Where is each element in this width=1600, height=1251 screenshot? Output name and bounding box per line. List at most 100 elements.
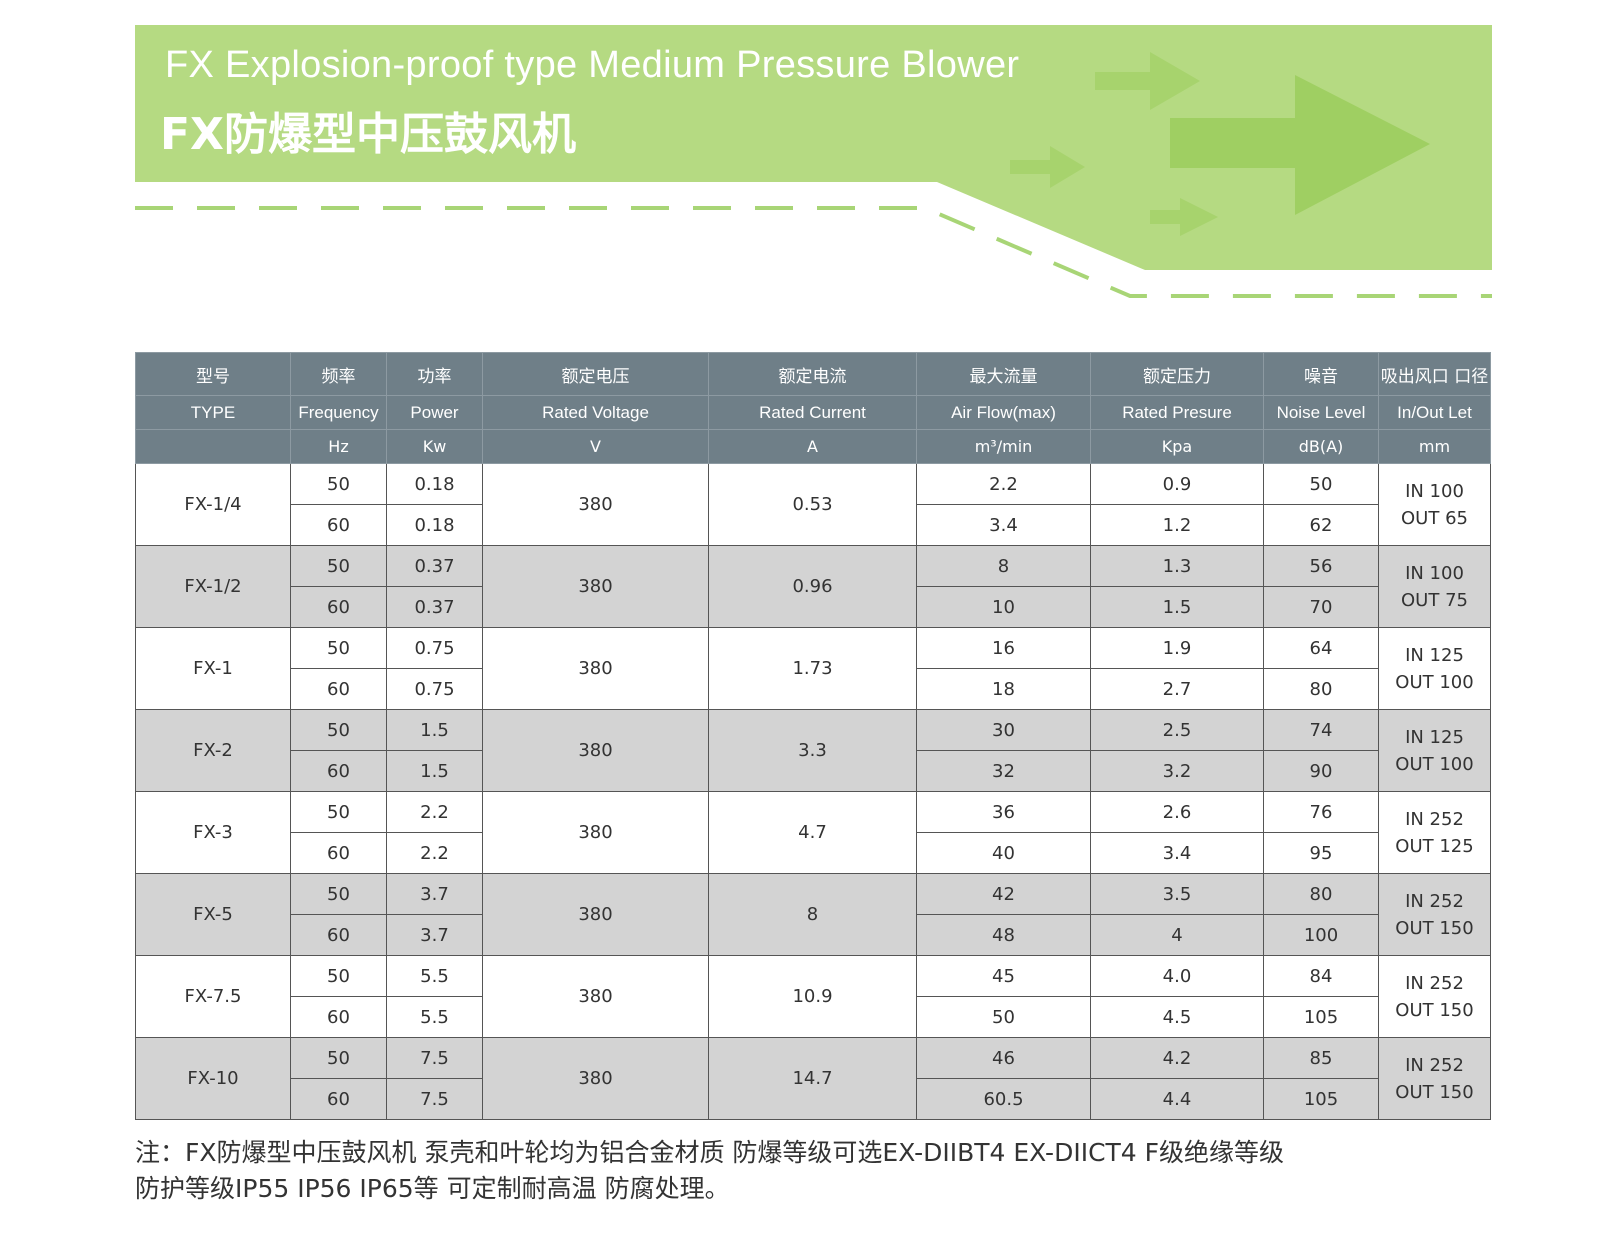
header-en-type: TYPE <box>135 395 291 430</box>
current-cell: 10.9 <box>708 955 917 1038</box>
unit-airflow: m³/min <box>916 429 1091 464</box>
noise-cell: 84 <box>1263 955 1379 997</box>
header-en-noise: Noise Level <box>1263 395 1379 430</box>
header-en-pressure: Rated Presure <box>1090 395 1264 430</box>
model-type-cell: FX-1 <box>135 627 291 710</box>
footnote-line-1: 注：FX防爆型中压鼓风机 泵壳和叶轮均为铝合金材质 防爆等级可选EX-DIIBT… <box>135 1138 1285 1167</box>
power-cell: 7.5 <box>386 1037 483 1079</box>
power-cell: 2.2 <box>386 832 483 874</box>
header-en-power: Power <box>386 395 483 430</box>
airflow-cell: 18 <box>916 668 1091 710</box>
arrow-icon-bottom <box>1150 198 1218 236</box>
pressure-cell: 3.4 <box>1090 832 1264 874</box>
noise-cell: 80 <box>1263 668 1379 710</box>
inlet-size: IN 252 <box>1405 972 1464 994</box>
inout-cell: IN 252 OUT 150 <box>1378 873 1491 956</box>
noise-cell: 100 <box>1263 914 1379 956</box>
airflow-cell: 50 <box>916 996 1091 1038</box>
outlet-size: OUT 125 <box>1395 835 1474 857</box>
power-cell: 0.18 <box>386 463 483 505</box>
voltage-cell: 380 <box>482 955 709 1038</box>
header-cn-voltage: 额定电压 <box>482 352 709 396</box>
header-en-airflow: Air Flow(max) <box>916 395 1091 430</box>
pressure-cell: 1.2 <box>1090 504 1264 546</box>
banner-graphic <box>135 25 1492 298</box>
unit-pressure: Kpa <box>1090 429 1264 464</box>
voltage-cell: 380 <box>482 545 709 628</box>
unit-frequency: Hz <box>290 429 387 464</box>
power-cell: 1.5 <box>386 750 483 792</box>
model-type-cell: FX-3 <box>135 791 291 874</box>
voltage-cell: 380 <box>482 1037 709 1120</box>
airflow-cell: 45 <box>916 955 1091 997</box>
header-cn-power: 功率 <box>386 352 483 396</box>
inlet-size: IN 100 <box>1405 562 1464 584</box>
unit-inout: mm <box>1378 429 1491 464</box>
airflow-cell: 2.2 <box>916 463 1091 505</box>
header-cn-current: 额定电流 <box>708 352 917 396</box>
outlet-size: OUT 150 <box>1395 1081 1474 1103</box>
current-cell: 14.7 <box>708 1037 917 1120</box>
noise-cell: 76 <box>1263 791 1379 833</box>
frequency-cell: 60 <box>290 504 387 546</box>
airflow-cell: 46 <box>916 1037 1091 1079</box>
arrow-icon-middle <box>1010 146 1085 188</box>
outlet-size: OUT 65 <box>1401 507 1468 529</box>
noise-cell: 105 <box>1263 1078 1379 1120</box>
title-english: FX Explosion-proof type Medium Pressure … <box>165 44 1020 86</box>
header-row-units: Hz Kw V A m³/min Kpa dB(A) mm <box>135 429 1491 464</box>
outlet-size: OUT 150 <box>1395 999 1474 1021</box>
header-row-english: TYPE Frequency Power Rated Voltage Rated… <box>135 395 1491 430</box>
frequency-cell: 50 <box>290 709 387 751</box>
outlet-size: OUT 100 <box>1395 671 1474 693</box>
table-row: FX-1 50 0.75 380 1.73 16 1.9 64 IN 125 OUT 100 <box>135 627 1491 710</box>
frequency-cell: 50 <box>290 955 387 997</box>
pressure-cell: 2.5 <box>1090 709 1264 751</box>
inout-cell: IN 100 OUT 75 <box>1378 545 1491 628</box>
table-row: 60 0.18 3.4 1.2 62 <box>136 504 1491 546</box>
inlet-size: IN 252 <box>1405 808 1464 830</box>
inout-cell: IN 252 OUT 125 <box>1378 791 1491 874</box>
power-cell: 5.5 <box>386 996 483 1038</box>
model-type-cell: FX-7.5 <box>135 955 291 1038</box>
frequency-cell: 50 <box>290 791 387 833</box>
header-row-chinese: 型号 频率 功率 额定电压 额定电流 最大流量 额定压力 噪音 吸出风口 口径 <box>135 352 1491 396</box>
voltage-cell: 380 <box>482 463 709 546</box>
power-cell: 2.2 <box>386 791 483 833</box>
outlet-size: OUT 100 <box>1395 753 1474 775</box>
airflow-cell: 40 <box>916 832 1091 874</box>
table-row: FX-1/2 50 0.37 380 0.96 8 1.3 56 IN 100 OUT 75 <box>135 545 1491 628</box>
footnote: 注：FX防爆型中压鼓风机 泵壳和叶轮均为铝合金材质 防爆等级可选EX-DIIBT… <box>135 1135 1575 1207</box>
power-cell: 0.37 <box>386 586 483 628</box>
table-row: 60 0.75 18 2.7 80 <box>136 668 1491 710</box>
unit-power: Kw <box>386 429 483 464</box>
power-cell: 7.5 <box>386 1078 483 1120</box>
table-body: FX-1/4 50 0.18 380 0.53 2.2 0.9 50 IN 100 OUT 65 6… <box>135 463 1491 1120</box>
power-cell: 3.7 <box>386 914 483 956</box>
header-banner: FX Explosion-proof type Medium Pressure … <box>0 0 1600 310</box>
table-row: FX-1/4 50 0.18 380 0.53 2.2 0.9 50 IN 100 OUT 65 <box>135 463 1491 546</box>
frequency-cell: 50 <box>290 1037 387 1079</box>
header-en-inout: In/Out Let <box>1378 395 1491 430</box>
model-type-cell: FX-2 <box>135 709 291 792</box>
table-row: FX-2 50 1.5 380 3.3 30 2.5 74 IN 125 OUT 100 <box>135 709 1491 792</box>
airflow-cell: 60.5 <box>916 1078 1091 1120</box>
frequency-cell: 50 <box>290 545 387 587</box>
table-row: 60 2.2 40 3.4 95 <box>136 832 1491 874</box>
spec-table: 型号 频率 功率 额定电压 额定电流 最大流量 额定压力 噪音 吸出风口 口径 … <box>135 352 1491 1120</box>
power-cell: 3.7 <box>386 873 483 915</box>
table-row: FX-3 50 2.2 380 4.7 36 2.6 76 IN 252 OUT 125 <box>135 791 1491 874</box>
inlet-size: IN 125 <box>1405 644 1464 666</box>
inlet-size: IN 125 <box>1405 726 1464 748</box>
pressure-cell: 4.5 <box>1090 996 1264 1038</box>
unit-voltage: V <box>482 429 709 464</box>
noise-cell: 90 <box>1263 750 1379 792</box>
inout-cell: IN 125 OUT 100 <box>1378 709 1491 792</box>
model-type-cell: FX-1/2 <box>135 545 291 628</box>
current-cell: 4.7 <box>708 791 917 874</box>
pressure-cell: 1.3 <box>1090 545 1264 587</box>
pressure-cell: 4.2 <box>1090 1037 1264 1079</box>
power-cell: 0.75 <box>386 627 483 669</box>
model-type-cell: FX-5 <box>135 873 291 956</box>
title-chinese: FX防爆型中压鼓风机 <box>160 109 576 160</box>
